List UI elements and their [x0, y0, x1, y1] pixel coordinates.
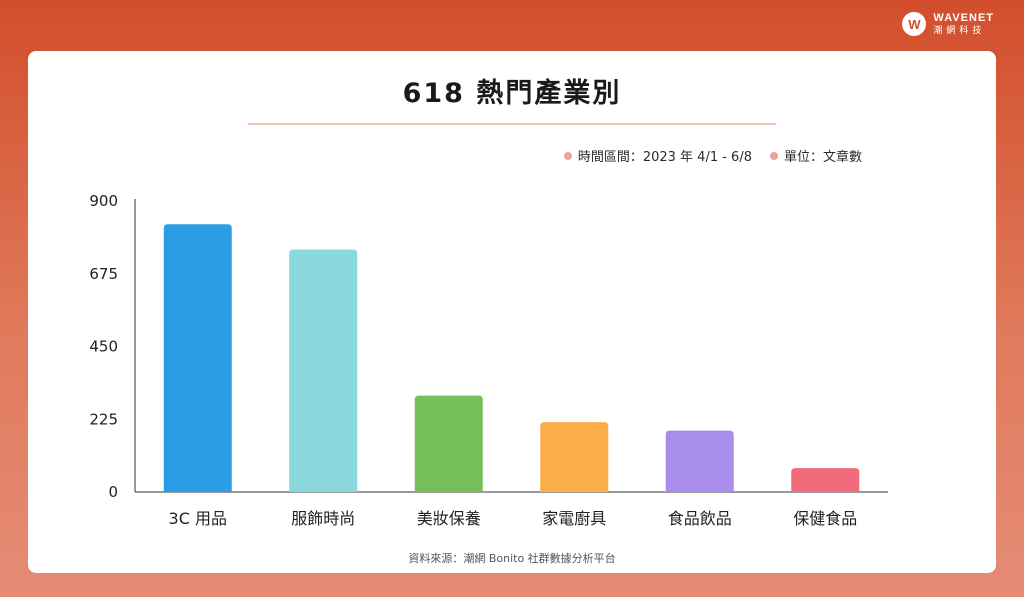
brand-text: WAVENET 潮網科技: [933, 11, 994, 36]
x-tick-label: 服飾時尚: [291, 509, 355, 528]
wavenet-logo-icon: W: [902, 12, 927, 36]
brand-subtitle: 潮網科技: [933, 25, 986, 36]
y-tick-label: 900: [89, 192, 118, 210]
bar-1: [163, 224, 232, 492]
brand: W WAVENET 潮網科技: [902, 12, 994, 36]
y-tick-label: 450: [89, 338, 118, 356]
x-tick-label: 家電廚具: [542, 509, 606, 528]
note-period: 時間區間：2023 年 4/1 - 6/8: [563, 146, 752, 165]
x-tick-label: 3C 用品: [169, 509, 227, 528]
y-tick-label: 0: [108, 483, 118, 501]
source-note: 資料來源：潮網 Bonito 社群數據分析平台: [408, 552, 616, 565]
bullet-dot-icon: [563, 151, 572, 160]
bar-5: [665, 430, 734, 492]
chart-notes: 時間區間：2023 年 4/1 - 6/8 單位：文章數: [546, 146, 862, 165]
unit-text: 單位：文章數: [783, 150, 862, 165]
bullet-dot-icon: [769, 151, 778, 160]
chart-card: 618 熱門產業別 時間區間：2023 年 4/1 - 6/8 單位：文章數 0…: [28, 51, 996, 573]
chart-title: 618 熱門產業別: [402, 78, 622, 109]
y-tick-label: 675: [89, 265, 118, 283]
brand-name: WAVENET: [933, 11, 994, 24]
bar-2: [289, 249, 358, 492]
note-unit: 單位：文章數: [769, 146, 862, 165]
bar-4: [540, 422, 609, 492]
title-divider: [248, 123, 776, 125]
bar-chart: 0 225 450 675 900 3C 用品 服飾時尚 美妝保養 家電廚具 食品飲品 保健食品: [89, 192, 888, 528]
bar-3: [414, 395, 483, 492]
period-text: 時間區間：2023 年 4/1 - 6/8: [577, 150, 752, 165]
y-tick-label: 225: [89, 410, 118, 428]
x-tick-label: 美妝保養: [417, 509, 481, 528]
x-tick-label: 保健食品: [793, 509, 857, 528]
bar-6: [791, 468, 860, 492]
x-tick-label: 食品飲品: [668, 509, 732, 528]
